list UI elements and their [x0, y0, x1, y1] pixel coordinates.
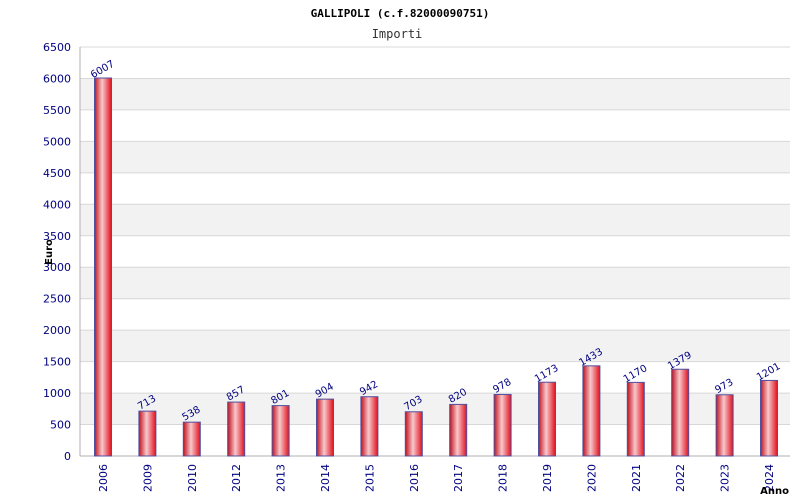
plot-band	[80, 267, 790, 299]
x-tick-label: 2012	[230, 464, 243, 492]
x-tick-label: 2013	[275, 464, 288, 492]
bar	[227, 401, 246, 457]
x-tick-label: 2024	[763, 464, 776, 492]
chart-subtitle: Importi	[372, 27, 423, 41]
x-tick-label: 2023	[719, 464, 732, 492]
bar	[582, 365, 601, 457]
y-tick-label: 6000	[43, 72, 71, 85]
plot-band	[80, 109, 790, 142]
y-tick-label: 4500	[43, 167, 71, 180]
y-tick-label: 3000	[43, 261, 71, 274]
y-tick-label: 4000	[43, 198, 71, 211]
y-tick-label: 1000	[43, 387, 71, 400]
bar	[182, 421, 201, 457]
y-tick-label: 5000	[43, 135, 71, 148]
x-tick-label: 2009	[141, 464, 154, 492]
plot-band	[80, 78, 790, 110]
y-tick-label: 3500	[43, 230, 71, 243]
bar	[138, 410, 157, 457]
plot-band	[80, 330, 790, 362]
bar	[404, 411, 423, 457]
y-tick-label: 6500	[43, 41, 71, 54]
bar	[760, 379, 778, 457]
bar	[671, 368, 690, 457]
x-axis-ticks: 2006 2009 2010 2012 2013 2014 2015 2016 2017 2018…	[97, 464, 776, 492]
x-tick-label: 2019	[541, 464, 554, 492]
bar	[626, 381, 645, 457]
plot-band	[80, 141, 790, 173]
x-axis-label: Anno	[760, 486, 789, 497]
x-tick-label: 2006	[97, 464, 110, 492]
bar	[360, 396, 379, 457]
bar-series	[94, 77, 778, 457]
y-axis-ticks: 0 500 1000 1500 2000 2500 3000 3500 4000 4500 5000…	[43, 41, 71, 463]
bar	[271, 405, 290, 457]
x-tick-label: 2010	[186, 464, 199, 492]
y-tick-label: 2500	[43, 293, 71, 306]
x-tick-label: 2016	[408, 464, 421, 492]
x-tick-label: 2020	[585, 464, 598, 492]
plot-band	[80, 172, 790, 205]
y-tick-label: 2000	[43, 324, 71, 337]
bar	[449, 403, 468, 457]
x-tick-label: 2017	[452, 464, 465, 492]
x-tick-label: 2021	[630, 464, 643, 492]
bar	[316, 398, 334, 457]
y-tick-label: 500	[50, 419, 71, 432]
chart-title: GALLIPOLI (c.f.82000090751)	[311, 7, 490, 20]
x-tick-label: 2014	[319, 464, 332, 492]
plot-band	[80, 204, 790, 236]
bar	[94, 77, 112, 457]
y-axis-label: Euro	[44, 239, 55, 265]
y-tick-label: 0	[64, 450, 71, 463]
bar	[493, 393, 512, 457]
x-tick-label: 2022	[674, 464, 687, 492]
bar	[538, 381, 556, 457]
plot-band	[80, 47, 790, 79]
x-tick-label: 2018	[497, 464, 510, 492]
bar	[715, 394, 734, 457]
y-tick-label: 1500	[43, 356, 71, 369]
y-tick-label: 5500	[43, 104, 71, 117]
x-tick-label: 2015	[363, 464, 376, 492]
plot-band	[80, 235, 790, 268]
plot-band	[80, 298, 790, 331]
